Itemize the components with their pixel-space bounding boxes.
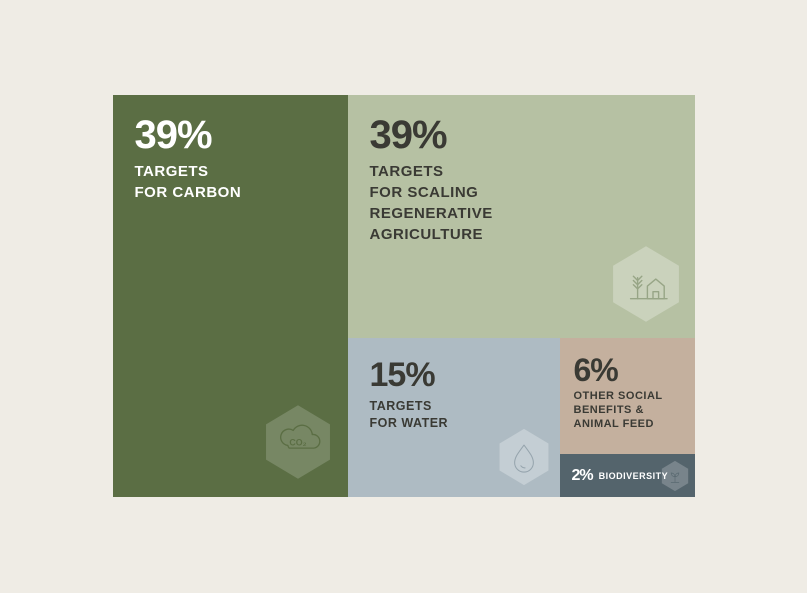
svg-text:CO₂: CO₂ <box>289 437 306 447</box>
targets-treemap: 39% TARGETS FOR CARBON CO₂ 39% TARGETS F… <box>113 95 695 497</box>
biodiversity-icon <box>661 460 689 492</box>
tile-other-percent: 6% <box>574 354 681 386</box>
water-drop-icon <box>498 427 550 487</box>
tile-carbon-label: TARGETS FOR CARBON <box>135 161 326 203</box>
tile-bio-percent: 2% <box>572 468 593 484</box>
farm-wheat-icon <box>611 244 681 324</box>
tile-bio-label: BIODIVERSITY <box>599 470 669 483</box>
tile-regen-label: TARGETS FOR SCALING REGENERATIVE AGRICUL… <box>370 161 673 245</box>
tile-other-benefits: 6% OTHER SOCIAL BENEFITS & ANIMAL FEED <box>560 338 695 454</box>
tile-carbon: 39% TARGETS FOR CARBON CO₂ <box>113 95 348 497</box>
tile-carbon-percent: 39% <box>135 115 326 155</box>
tile-regenerative-agriculture: 39% TARGETS FOR SCALING REGENERATIVE AGR… <box>348 95 695 338</box>
tile-water-percent: 15% <box>370 358 538 392</box>
tile-regen-percent: 39% <box>370 115 673 155</box>
co2-cloud-icon: CO₂ <box>264 403 332 481</box>
tile-water: 15% TARGETS FOR WATER <box>348 338 560 497</box>
tile-other-label: OTHER SOCIAL BENEFITS & ANIMAL FEED <box>574 390 681 431</box>
tile-biodiversity: 2% BIODIVERSITY <box>560 454 695 497</box>
